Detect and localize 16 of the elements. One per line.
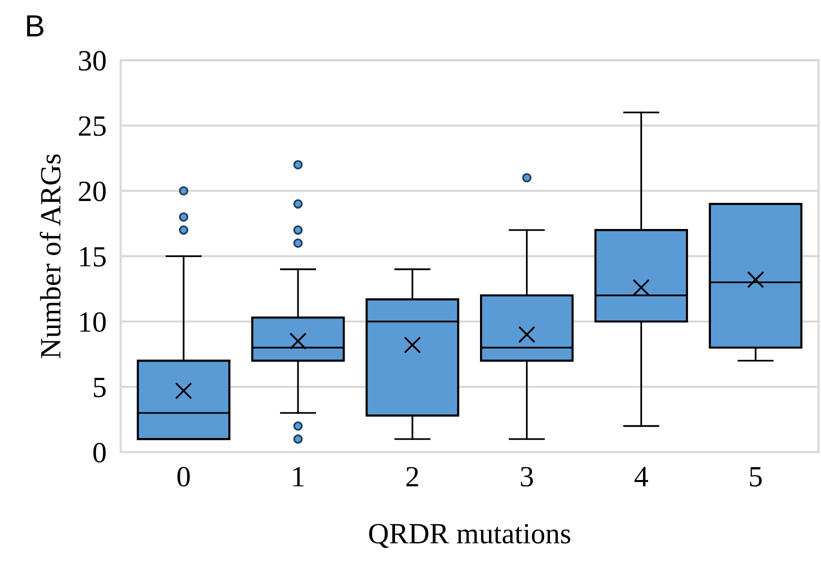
x-axis-title: QRDR mutations [369,524,570,548]
text: B [27,15,44,36]
x-tick-label: 3 [520,466,533,487]
y-tick-label: 25 [78,116,106,136]
x-tick-label: 1 [293,467,304,486]
x-tick-label: 0 [177,466,190,487]
x-tick-label: 5 [750,467,762,487]
y-tick-label: 30 [79,50,106,71]
y-axis-title: Number of ARGs [40,154,61,358]
y-tick-label: 10 [80,312,106,332]
x-tick-label: 2 [406,466,418,486]
y-tick-label: 20 [78,182,106,202]
y-tick-label: 0 [93,442,106,463]
y-tick-label: 5 [94,378,106,398]
x-tick-label: 4 [634,467,648,486]
y-tick-label: 15 [80,247,106,267]
